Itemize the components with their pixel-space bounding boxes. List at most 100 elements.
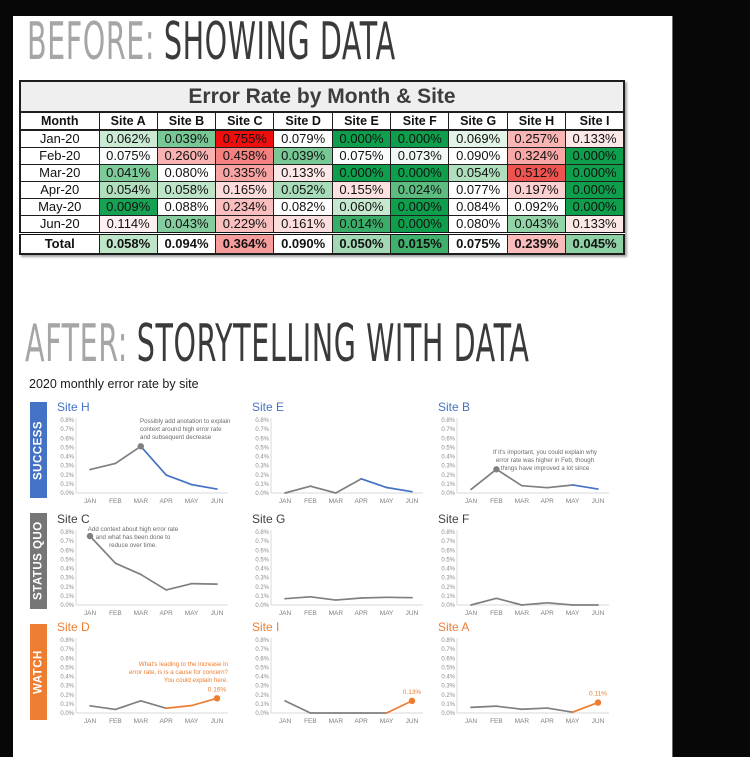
table-cell: 0.000% <box>565 198 625 216</box>
table-cell: 0.090% <box>273 232 333 255</box>
chart-site-d: Site D 0.8% 0.7% 0.6% 0.5% 0.4% 0.3% 0.2% 0.1% 0.… <box>57 620 242 732</box>
chart-subtitle: 2020 monthly error rate by site <box>29 377 199 391</box>
y-tick-label: 0.2% <box>60 585 74 591</box>
x-tick-label: APR <box>160 610 174 617</box>
chart-site-b: Site B 0.8% 0.7% 0.6% 0.5% 0.4% 0.3% 0.2% 0.1% 0.… <box>438 400 623 512</box>
y-tick-label: 0.4% <box>60 455 74 461</box>
y-tick-label: 0.8% <box>255 418 269 424</box>
line-chart-plot: 0.8% 0.7% 0.6% 0.5% 0.4% 0.3% 0.2% 0.1% 0.0% JAN F… <box>60 526 228 617</box>
y-tick-label: 0.6% <box>60 436 74 442</box>
table-cell: 0.075% <box>331 147 392 165</box>
row-label: Jan-20 <box>19 129 100 148</box>
highlighted-line-segment <box>360 478 388 489</box>
table-cell: 0.039% <box>273 147 333 165</box>
highlighted-line-segment <box>190 483 218 490</box>
line-segment <box>309 485 337 494</box>
line-chart-plot: 0.8% 0.7% 0.6% 0.5% 0.4% 0.3% 0.2% 0.1% 0.0% JAN F… <box>441 638 609 725</box>
table-cell: 0.045% <box>565 232 625 255</box>
before-label: BEFORE: <box>27 12 156 72</box>
table-cell: 0.000% <box>390 164 450 182</box>
table-cell: 0.133% <box>565 129 625 148</box>
y-tick-label: 0.0% <box>60 603 74 609</box>
y-tick-label: 0.8% <box>255 530 269 536</box>
chart-site-e: Site E 0.8% 0.7% 0.6% 0.5% 0.4% 0.3% 0.2% 0.1% 0.… <box>252 400 437 512</box>
table-cell: 0.090% <box>448 147 508 165</box>
y-tick-label: 0.4% <box>60 567 74 573</box>
after-label: AFTER: <box>25 314 128 374</box>
x-tick-label: MAY <box>185 498 199 505</box>
highlighted-line-segment <box>571 484 599 490</box>
chart-title: Site F <box>438 512 470 526</box>
y-tick-label: 0.7% <box>255 647 269 653</box>
table-cell: 0.092% <box>506 198 567 216</box>
x-tick-label: JUN <box>211 718 224 725</box>
line-segment <box>470 468 498 491</box>
y-tick-label: 0.1% <box>255 702 269 708</box>
table-cell: 0.082% <box>273 198 333 216</box>
y-tick-label: 0.2% <box>255 693 269 699</box>
x-tick-label: FEB <box>109 718 122 725</box>
table-title-row: Error Rate by Month & Site <box>19 80 625 113</box>
y-tick-label: 0.2% <box>255 473 269 479</box>
highlighted-line-segment <box>571 701 599 714</box>
data-point-marker <box>408 697 416 705</box>
line-chart-plot: 0.8% 0.7% 0.6% 0.5% 0.4% 0.3% 0.2% 0.1% 0.0% JAN F… <box>255 418 423 505</box>
row-label: Feb-20 <box>19 147 100 165</box>
chart-title: Site D <box>57 620 90 634</box>
table-cell: 0.015% <box>390 232 450 255</box>
x-tick-label: JAN <box>84 718 97 725</box>
y-tick-label: 0.3% <box>255 684 269 690</box>
x-tick-label: APR <box>355 610 369 617</box>
chart-title: Site G <box>252 512 286 526</box>
line-segment <box>334 597 363 601</box>
table-cell: 0.000% <box>565 181 625 199</box>
table-cell: 0.161% <box>273 215 333 234</box>
table-cell: 0.114% <box>98 215 158 234</box>
total-row: Total 0.058% 0.094% 0.364% 0.090% 0.050% 0.015… <box>19 232 625 255</box>
before-title: SHOWING DATA <box>163 12 396 72</box>
y-tick-label: 0.0% <box>441 711 455 717</box>
column-header: Site G <box>448 111 508 131</box>
table-row: May-20 0.009% 0.088% 0.234% 0.082% 0.060% 0.00… <box>19 198 625 216</box>
y-tick-label: 0.1% <box>60 702 74 708</box>
y-tick-label: 0.3% <box>60 576 74 582</box>
x-tick-label: FEB <box>109 498 122 505</box>
table-cell: 0.062% <box>98 129 158 148</box>
x-tick-label: MAY <box>380 498 394 505</box>
line-segment <box>114 445 142 465</box>
group-label-watch: WATCH <box>30 624 47 720</box>
table-cell: 0.043% <box>156 215 217 234</box>
x-tick-label: JAN <box>279 498 292 505</box>
table-cell: 0.075% <box>448 232 508 255</box>
line-segment <box>89 462 117 471</box>
table-cell: 0.000% <box>565 147 625 165</box>
x-tick-label: MAR <box>515 498 530 505</box>
table-cell: 0.050% <box>331 232 392 255</box>
table-cell: 0.512% <box>506 164 567 182</box>
line-segment <box>284 700 312 714</box>
table-cell: 0.239% <box>506 232 567 255</box>
x-tick-label: APR <box>541 498 555 505</box>
y-tick-label: 0.8% <box>441 638 455 644</box>
table-cell: 0.024% <box>390 181 450 199</box>
y-tick-label: 0.7% <box>60 539 74 545</box>
table-cell: 0.054% <box>98 181 158 199</box>
highlighted-line-segment <box>385 486 413 493</box>
y-tick-label: 0.6% <box>441 436 455 442</box>
column-header: Month <box>19 111 100 131</box>
line-segment <box>546 484 574 489</box>
annotation-text: and subsequent decrease <box>140 434 212 441</box>
table-cell: 0.084% <box>448 198 508 216</box>
y-tick-label: 0.8% <box>60 418 74 424</box>
annotation-text: If it's important, you could explain why <box>493 449 598 456</box>
x-tick-label: JAN <box>279 718 292 725</box>
y-tick-label: 0.4% <box>255 567 269 573</box>
y-tick-label: 0.0% <box>60 711 74 717</box>
line-segment <box>165 582 193 591</box>
line-chart-plot: 0.8% 0.7% 0.6% 0.5% 0.4% 0.3% 0.2% 0.1% 0.0% JAN F… <box>255 638 423 725</box>
table-row: Feb-20 0.075% 0.260% 0.458% 0.039% 0.075% 0.07… <box>19 147 625 165</box>
line-segment <box>139 700 168 710</box>
line-chart-plot: 0.8% 0.7% 0.6% 0.5% 0.4% 0.3% 0.2% 0.1% 0.0% JAN F… <box>441 530 609 617</box>
y-tick-label: 0.4% <box>255 675 269 681</box>
x-tick-label: MAY <box>566 610 580 617</box>
